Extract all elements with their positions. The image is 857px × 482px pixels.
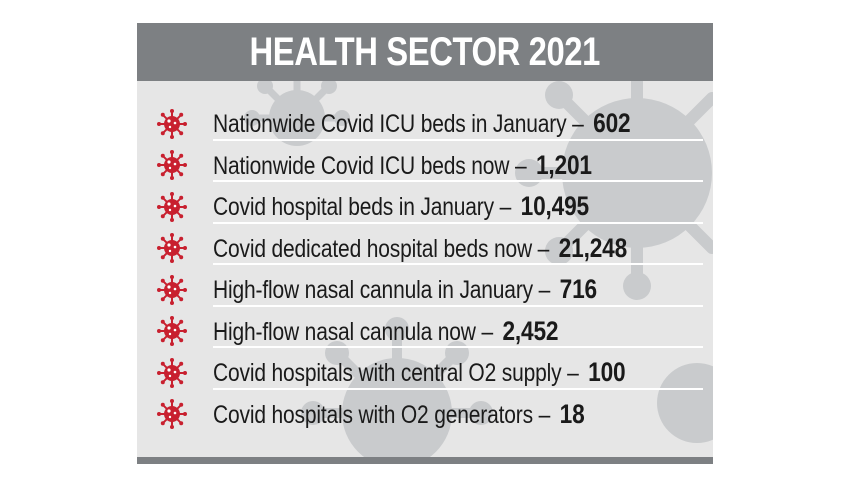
item-value: 716 — [553, 274, 598, 305]
header-bar: HEALTH SECTOR 2021 — [137, 23, 713, 81]
item-label: Covid hospital beds in January – — [213, 193, 512, 222]
item-label: High-flow nasal cannula in January – — [213, 276, 551, 305]
coronavirus-icon — [157, 109, 187, 139]
item-value: 10,495 — [514, 191, 590, 222]
item-value: 18 — [553, 398, 585, 429]
list-item: Covid hospital beds in January – 10,495 — [157, 186, 703, 228]
item-label: Covid hospitals with O2 generators – — [213, 400, 551, 429]
item-text: High-flow nasal cannula now – 2,452 — [213, 315, 559, 347]
list-item: Nationwide Covid ICU beds now – 1,201 — [157, 145, 703, 187]
list-item: Covid dedicated hospital beds now – 21,2… — [157, 228, 703, 270]
item-label: Covid hospitals with central O2 supply – — [213, 359, 579, 388]
item-value: 602 — [587, 108, 631, 139]
item-text: Nationwide Covid ICU beds in January – 6… — [213, 108, 631, 139]
coronavirus-icon — [157, 399, 187, 429]
footer-bar — [137, 457, 713, 464]
coronavirus-icon — [157, 275, 187, 305]
list-item: Covid hospitals with O2 generators – 18 — [157, 394, 697, 436]
coronavirus-icon — [157, 316, 187, 346]
item-value: 2,452 — [496, 315, 559, 346]
list-item: High-flow nasal cannula now – 2,452 — [157, 311, 703, 353]
coronavirus-icon — [157, 192, 187, 222]
item-text: Covid dedicated hospital beds now – 21,2… — [213, 233, 627, 264]
virus-background-illustration — [244, 51, 713, 464]
item-text: Nationwide Covid ICU beds now – 1,201 — [213, 150, 592, 181]
item-label: High-flow nasal cannula now – — [213, 317, 493, 346]
item-text: High-flow nasal cannula in January – 716 — [213, 274, 597, 305]
item-text: Covid hospitals with O2 generators – 18 — [213, 399, 585, 430]
page-title: HEALTH SECTOR 2021 — [249, 29, 601, 74]
item-value: 100 — [581, 357, 626, 388]
item-label: Nationwide Covid ICU beds in January – — [213, 110, 584, 139]
coronavirus-icon — [157, 150, 187, 180]
item-label: Nationwide Covid ICU beds now – — [213, 151, 527, 180]
health-sector-infographic: HEALTH SECTOR 2021 Nationwide Covid ICU … — [137, 23, 713, 464]
item-text: Covid hospitals with central O2 supply –… — [213, 357, 626, 388]
list-item: Covid hospitals with central O2 supply –… — [157, 352, 703, 394]
coronavirus-icon — [157, 233, 187, 263]
item-value: 21,248 — [552, 232, 628, 263]
item-label: Covid dedicated hospital beds now – — [213, 234, 550, 263]
list-item: High-flow nasal cannula in January – 716 — [157, 269, 703, 311]
stats-list: Nationwide Covid ICU beds in January – 6… — [157, 103, 703, 436]
item-text: Covid hospital beds in January – 10,495 — [213, 191, 589, 222]
item-value: 1,201 — [529, 149, 592, 180]
coronavirus-icon — [157, 358, 187, 388]
list-item: Nationwide Covid ICU beds in January – 6… — [157, 103, 703, 145]
